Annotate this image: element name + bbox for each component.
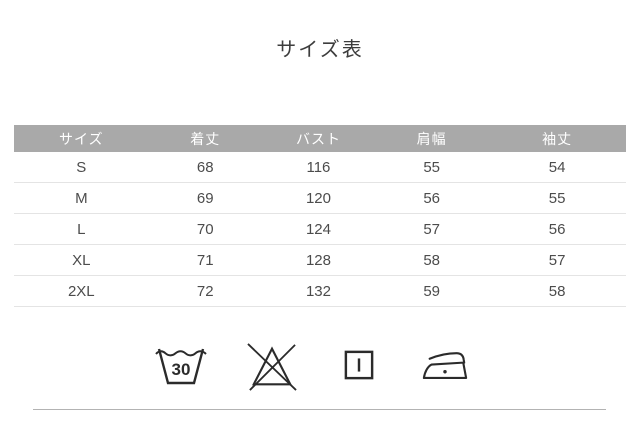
table-cell: XL [14,244,149,276]
bottom-divider [33,409,606,410]
table-cell: 55 [375,152,489,183]
do-not-bleach-icon [245,342,299,392]
header-cell-sleeve: 袖丈 [488,125,626,152]
size-table: サイズ 着丈 バスト 肩幅 袖丈 S 68 116 55 54 M 69 120… [14,125,626,307]
table-row-xl: XL 71 128 58 57 [14,244,626,276]
table-cell: 132 [261,275,376,307]
header-cell-shoulder: 肩幅 [375,125,489,152]
table-cell: L [14,213,149,245]
table-cell: 56 [375,182,489,214]
table-cell: 124 [261,213,376,245]
table-cell: 59 [375,275,489,307]
table-row-2xl: 2XL 72 132 59 58 [14,275,626,307]
table-row-s: S 68 116 55 54 [14,152,626,183]
table-cell: 72 [148,275,262,307]
table-cell: 54 [488,152,626,183]
table-cell: M [14,182,149,214]
table-cell: 56 [488,213,626,245]
table-cell: 128 [261,244,376,276]
table-row-m: M 69 120 56 55 [14,182,626,214]
table-cell: 2XL [14,275,149,307]
table-cell: 68 [148,152,262,183]
table-cell: 71 [148,244,262,276]
table-cell: 116 [261,152,376,183]
table-cell: 70 [148,213,262,245]
page-title: サイズ表 [276,39,364,61]
table-cell: 57 [488,244,626,276]
table-cell: 57 [375,213,489,245]
iron-low-icon [421,350,469,381]
header-cell-bust: バスト [261,125,376,152]
header-cell-size: サイズ [14,125,149,152]
table-cell: 58 [488,275,626,307]
table-cell: 120 [261,182,376,214]
table-header-row: サイズ 着丈 バスト 肩幅 袖丈 [14,125,626,152]
wash-temp-label: 30 [172,360,191,379]
table-cell: 55 [488,182,626,214]
wash-30-icon: 30 [155,346,207,386]
table-row-l: L 70 124 57 56 [14,213,626,245]
table-cell: 58 [375,244,489,276]
header-cell-length: 着丈 [148,125,262,152]
drip-dry-icon [344,350,374,380]
table-cell: S [14,152,149,183]
table-cell: 69 [148,182,262,214]
